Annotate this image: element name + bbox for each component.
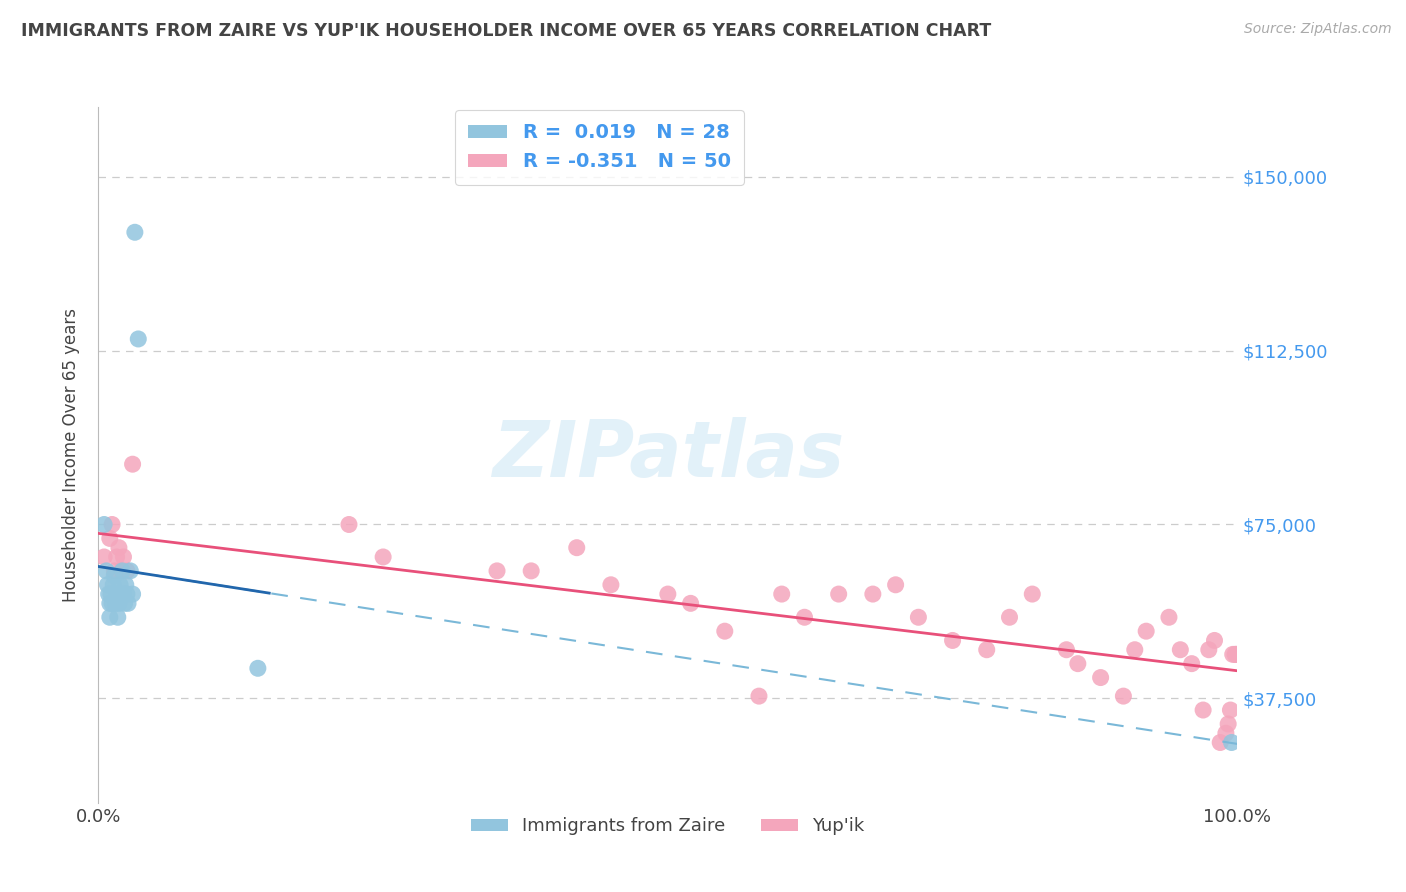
Point	[1021, 587, 1043, 601]
Point	[565, 541, 588, 555]
Point	[103, 578, 125, 592]
Point	[748, 689, 770, 703]
Point	[1170, 642, 1192, 657]
Point	[96, 564, 118, 578]
Point	[1123, 642, 1146, 657]
Point	[1157, 610, 1180, 624]
Point	[1192, 703, 1215, 717]
Point	[127, 332, 149, 346]
Point	[111, 564, 134, 578]
Point	[104, 596, 127, 610]
Point	[110, 587, 132, 601]
Point	[520, 564, 543, 578]
Point	[1223, 648, 1246, 662]
Point	[942, 633, 965, 648]
Point	[828, 587, 851, 601]
Point	[679, 596, 702, 610]
Point	[1226, 648, 1249, 662]
Point	[121, 587, 143, 601]
Point	[124, 225, 146, 239]
Point	[1054, 642, 1078, 657]
Point	[486, 564, 509, 578]
Point	[1112, 689, 1135, 703]
Point	[770, 587, 793, 601]
Point	[862, 587, 884, 601]
Point	[657, 587, 679, 601]
Point	[108, 541, 131, 555]
Legend: Immigrants from Zaire, Yup'ik: Immigrants from Zaire, Yup'ik	[464, 810, 872, 842]
Point	[96, 578, 118, 592]
Point	[1209, 735, 1232, 749]
Point	[976, 642, 998, 657]
Point	[1215, 726, 1237, 740]
Point	[112, 549, 135, 564]
Point	[793, 610, 815, 624]
Point	[998, 610, 1021, 624]
Point	[1220, 735, 1243, 749]
Point	[98, 532, 121, 546]
Point	[1222, 648, 1244, 662]
Point	[1090, 671, 1112, 685]
Y-axis label: Householder Income Over 65 years: Householder Income Over 65 years	[62, 308, 80, 602]
Point	[108, 578, 131, 592]
Text: Source: ZipAtlas.com: Source: ZipAtlas.com	[1244, 22, 1392, 37]
Point	[112, 587, 135, 601]
Point	[100, 587, 122, 601]
Point	[1225, 648, 1247, 662]
Point	[117, 596, 139, 610]
Point	[98, 610, 121, 624]
Point	[115, 564, 138, 578]
Point	[98, 596, 121, 610]
Point	[108, 596, 131, 610]
Point	[246, 661, 269, 675]
Point	[1204, 633, 1226, 648]
Point	[114, 596, 136, 610]
Point	[93, 517, 115, 532]
Point	[93, 549, 115, 564]
Point	[103, 564, 125, 578]
Point	[105, 587, 128, 601]
Point	[115, 587, 138, 601]
Point	[1067, 657, 1090, 671]
Point	[884, 578, 907, 592]
Point	[101, 596, 124, 610]
Point	[120, 564, 142, 578]
Point	[1198, 642, 1220, 657]
Point	[103, 568, 125, 582]
Point	[600, 578, 623, 592]
Point	[1181, 657, 1204, 671]
Text: IMMIGRANTS FROM ZAIRE VS YUP'IK HOUSEHOLDER INCOME OVER 65 YEARS CORRELATION CHA: IMMIGRANTS FROM ZAIRE VS YUP'IK HOUSEHOL…	[21, 22, 991, 40]
Point	[1219, 703, 1241, 717]
Text: ZIPatlas: ZIPatlas	[492, 417, 844, 493]
Point	[110, 564, 132, 578]
Point	[1218, 717, 1240, 731]
Point	[1135, 624, 1157, 639]
Point	[114, 578, 136, 592]
Point	[714, 624, 737, 639]
Point	[97, 587, 120, 601]
Point	[107, 610, 129, 624]
Point	[337, 517, 360, 532]
Point	[371, 549, 394, 564]
Point	[101, 517, 124, 532]
Point	[907, 610, 929, 624]
Point	[121, 457, 143, 471]
Point	[105, 549, 128, 564]
